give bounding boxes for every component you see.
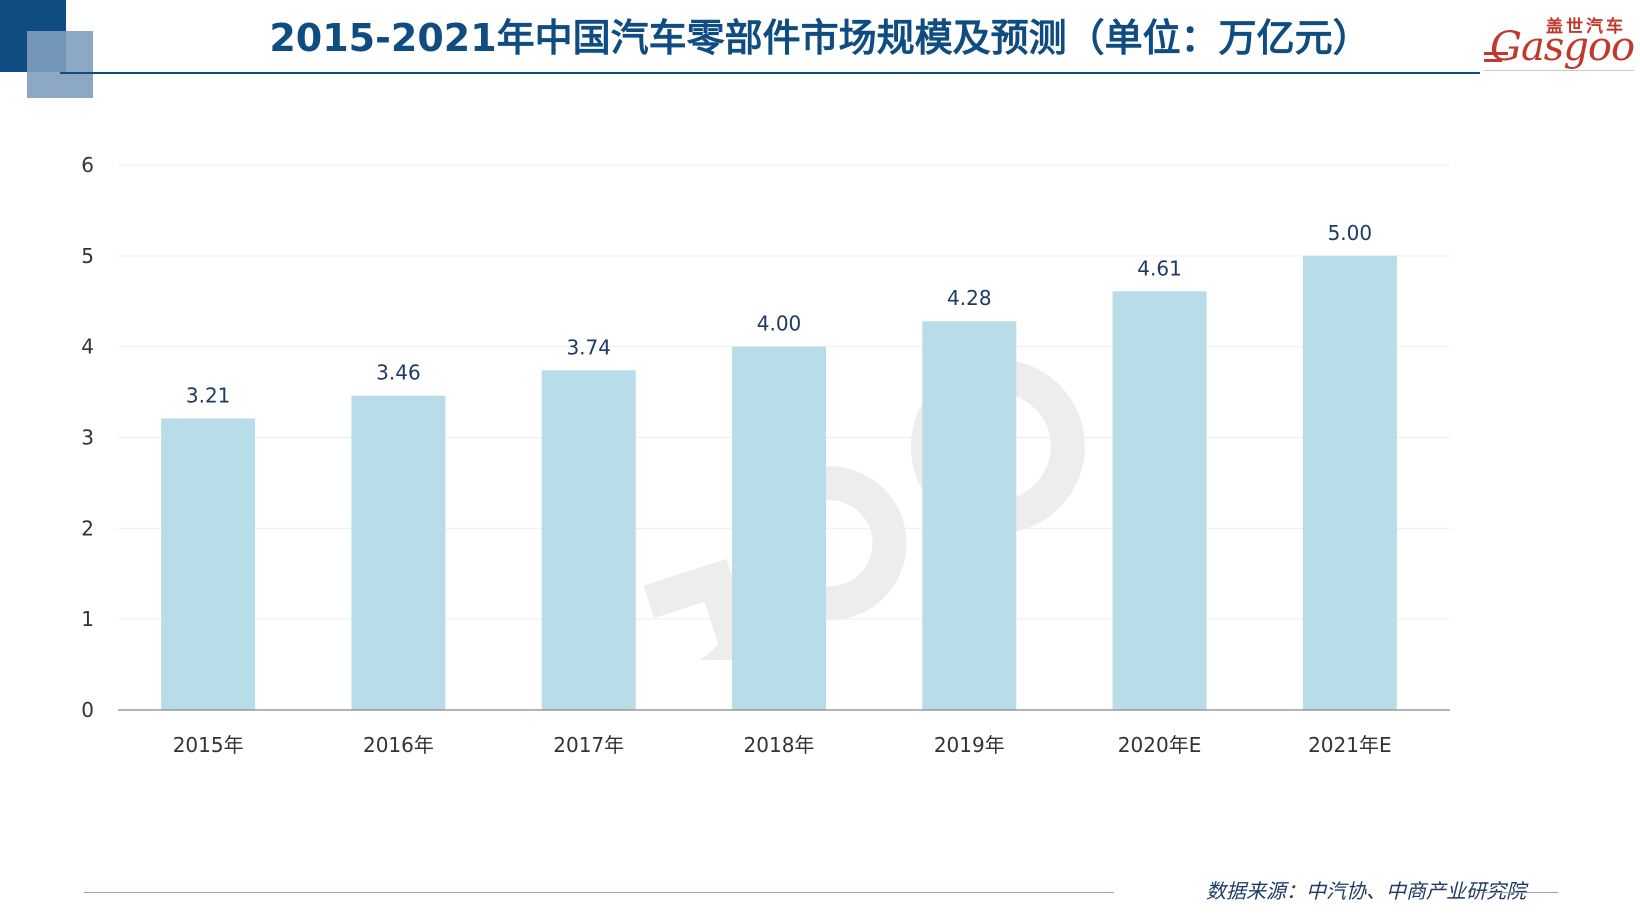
data-label: 3.74: [566, 335, 611, 359]
y-tick-label: 0: [81, 698, 94, 722]
bar-2021年E: [1302, 255, 1397, 710]
bar-chart: 0 1 2 3 4 5 6 3.21 2015年 3.46 2016年 3.74 2017年 4.00 20…: [81, 153, 1450, 757]
brand-logo: 盖世汽车 Gasgoo: [1484, 12, 1635, 78]
logo-stripe: [1484, 52, 1508, 55]
bar-2020年E: [1112, 291, 1207, 710]
x-tick-label: 2016年: [363, 733, 434, 757]
y-tick-label: 6: [81, 153, 94, 177]
x-tick-label: 2020年E: [1118, 733, 1202, 757]
bar-2015年: [161, 418, 256, 710]
source-rule-right: [1482, 892, 1558, 893]
logo-divider: [1484, 70, 1634, 71]
data-label: 4.28: [947, 286, 992, 310]
logo-stripe: [1484, 59, 1502, 62]
corner-accent-light: [27, 31, 93, 98]
data-label: 3.21: [186, 383, 231, 407]
y-tick-label: 2: [81, 516, 94, 540]
y-tick-label: 1: [81, 607, 94, 631]
source-rule-left: [84, 892, 1114, 893]
logo-english-text: Gasgoo: [1490, 24, 1635, 70]
data-label: 4.00: [757, 312, 802, 336]
x-tick-label: 2018年: [744, 733, 815, 757]
title-divider: [60, 72, 1480, 74]
data-label: 4.61: [1137, 256, 1182, 280]
x-tick-label: 2021年E: [1308, 733, 1392, 757]
data-label: 3.46: [376, 361, 421, 385]
page-title: 2015-2021年中国汽车零部件市场规模及预测（单位：万亿元）: [269, 16, 1371, 60]
bar-2016年: [351, 395, 446, 710]
y-tick-label: 4: [81, 335, 94, 359]
x-tick-label: 2019年: [934, 733, 1005, 757]
logo-chinese-text: 盖世汽车: [1546, 17, 1626, 37]
x-tick-label: 2017年: [553, 733, 624, 757]
data-source-note: 数据来源：中汽协、中商产业研究院: [1206, 879, 1526, 903]
bar-2019年: [922, 321, 1017, 710]
y-tick-label: 5: [81, 244, 94, 268]
x-tick-label: 2015年: [173, 733, 244, 757]
bar-2017年: [541, 370, 636, 710]
y-tick-label: 3: [81, 426, 94, 450]
data-label: 5.00: [1328, 221, 1373, 245]
bar-2018年: [732, 346, 826, 710]
